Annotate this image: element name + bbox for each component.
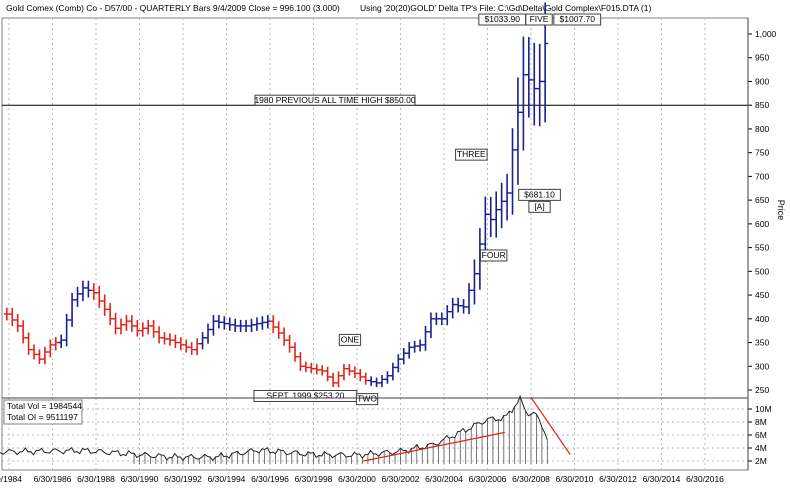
price-tick-label: 300 xyxy=(755,361,769,371)
annotation-box xyxy=(553,13,602,26)
time-tick-label: 6/30/2008 xyxy=(512,474,550,484)
time-tick-label: 6/30/2010 xyxy=(556,474,594,484)
price-bars xyxy=(3,2,549,388)
annotation-box xyxy=(338,333,362,346)
annotation-label: THREE xyxy=(457,149,486,159)
volume-tick-label: 4M xyxy=(755,443,767,453)
chart-file-info: Using '20(20)GOLD' Delta TP's File: C:\G… xyxy=(360,3,651,13)
annotation-label: FOUR xyxy=(482,250,506,260)
price-tick-label: 550 xyxy=(755,243,769,253)
price-tick-label: 450 xyxy=(755,290,769,300)
volume-trendline xyxy=(363,431,506,462)
volume-histogram xyxy=(0,394,571,464)
annotation-label: $1033.90 xyxy=(484,14,520,24)
annotation-box xyxy=(525,13,553,26)
time-tick-label: 6/30/1986 xyxy=(34,474,72,484)
time-tick-label: 6/30/1992 xyxy=(164,474,202,484)
volume-line xyxy=(0,394,548,462)
time-tick-label: 6/30/1996 xyxy=(251,474,289,484)
annotation-label: $1007.70 xyxy=(560,14,596,24)
volume-tick-label: 6M xyxy=(755,430,767,440)
price-tick-label: 350 xyxy=(755,338,769,348)
time-tick-label: 6/30/2004 xyxy=(425,474,463,484)
price-tick-label: 500 xyxy=(755,266,769,276)
volume-tick-label: 8M xyxy=(755,417,767,427)
annotation-label: TWO xyxy=(357,394,377,404)
total-vol: Total Vol = 1984544 xyxy=(7,401,82,411)
price-tick-label: 1,000 xyxy=(755,29,777,39)
annotation-box xyxy=(455,148,488,161)
annotations: $1033.90 FIVE $1007.70 THREE FOUR $681.10 [A] O… xyxy=(253,13,602,406)
annotation-label: [A] xyxy=(534,201,544,211)
reference-label-box xyxy=(254,94,416,106)
reference-line-group: 1980 PREVIOUS ALL TIME HIGH $850.00 xyxy=(2,94,748,106)
time-tick-label: 6/30/2002 xyxy=(382,474,420,484)
annotation-box xyxy=(355,393,379,406)
price-tick-label: 850 xyxy=(755,100,769,110)
chart-title: Gold Comex (Comb) Co - D57/00 - QUARTERL… xyxy=(6,3,340,13)
volume-tick-label: 10M xyxy=(755,404,772,414)
price-tick-label: 700 xyxy=(755,171,769,181)
volume-trendline xyxy=(530,396,571,455)
time-tick-label: 6/30/1988 xyxy=(77,474,115,484)
price-axis-label: Price xyxy=(776,200,786,221)
annotation-box xyxy=(518,188,561,201)
reference-label: 1980 PREVIOUS ALL TIME HIGH $850.00 xyxy=(254,95,415,105)
price-tick-label: 400 xyxy=(755,314,769,324)
time-tick-label: 6/30/2000 xyxy=(338,474,376,484)
volume-tick-label: 2M xyxy=(755,456,767,466)
time-tick-label: 6/30/2006 xyxy=(469,474,507,484)
time-tick-label: 6/30/2014 xyxy=(643,474,681,484)
annotation-label: $681.10 xyxy=(524,189,555,199)
price-tick-label: 600 xyxy=(755,219,769,229)
price-tick-label: 750 xyxy=(755,148,769,158)
stats-box xyxy=(3,399,83,425)
time-tick-label: 6/30/2012 xyxy=(599,474,637,484)
price-tick-label: 650 xyxy=(755,195,769,205)
time-tick-label: 6/30/1994 xyxy=(208,474,246,484)
annotation-box xyxy=(479,249,508,262)
total-oi: Total OI = 9511197 xyxy=(7,412,78,422)
annotation-label: FIVE xyxy=(530,14,549,24)
axes: 1,000 950 900 850 800 750 700 650 600 550 500 450 40… xyxy=(0,29,777,484)
annotation-label: ONE xyxy=(341,334,360,344)
price-tick-label: 250 xyxy=(755,385,769,395)
time-tick-label: 6/30/2016 xyxy=(686,474,724,484)
time-tick-label: 6/30/1990 xyxy=(121,474,159,484)
price-tick-label: 900 xyxy=(755,76,769,86)
price-tick-label: 950 xyxy=(755,53,769,63)
price-tick-label: 800 xyxy=(755,124,769,134)
time-tick-label: 0/1984 xyxy=(0,474,22,484)
annotation-box xyxy=(528,200,551,213)
annotation-label: SEPT. 1999 $253.20 xyxy=(266,390,344,400)
time-tick-label: 6/30/1998 xyxy=(295,474,333,484)
